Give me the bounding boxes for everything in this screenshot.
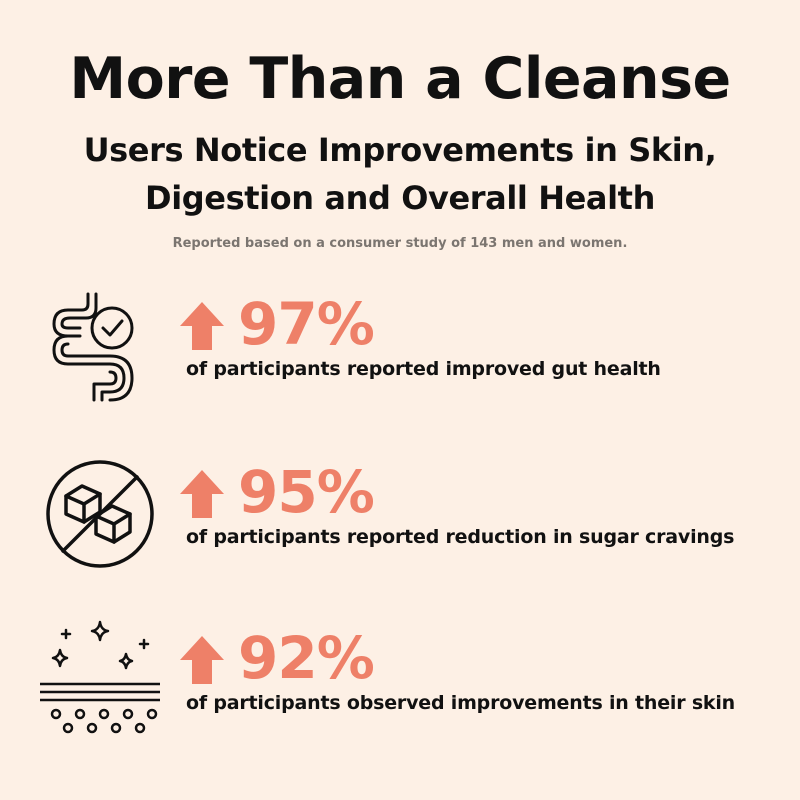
stat-description: of participants observed improvements in… bbox=[186, 692, 736, 714]
subtitle-line-2: Digestion and Overall Health bbox=[145, 179, 655, 217]
up-arrow-icon bbox=[178, 468, 226, 520]
page-subtitle: Users Notice Improvements in Skin, Diges… bbox=[0, 126, 800, 222]
up-arrow-icon bbox=[178, 634, 226, 686]
study-note: Reported based on a consumer study of 14… bbox=[172, 236, 628, 251]
stat-description: of participants reported reduction in su… bbox=[186, 526, 735, 548]
stat-description: of participants reported improved gut he… bbox=[186, 358, 661, 380]
up-arrow-icon bbox=[178, 300, 226, 352]
gut-health-icon bbox=[40, 286, 160, 406]
stat-percent: 97% bbox=[238, 290, 375, 358]
subtitle-line-1: Users Notice Improvements in Skin, bbox=[83, 131, 717, 169]
stat-sugar-cravings: 95% of participants reported reduction i… bbox=[0, 454, 800, 584]
stat-gut-health: 97% of participants reported improved gu… bbox=[0, 286, 800, 416]
stat-skin: 92% of participants observed improvement… bbox=[0, 620, 800, 750]
stat-percent: 95% bbox=[238, 458, 375, 526]
skin-sparkle-icon bbox=[40, 620, 160, 740]
stat-percent: 92% bbox=[238, 624, 375, 692]
no-sugar-icon bbox=[40, 454, 160, 574]
page-title: More Than a Cleanse bbox=[69, 46, 731, 112]
